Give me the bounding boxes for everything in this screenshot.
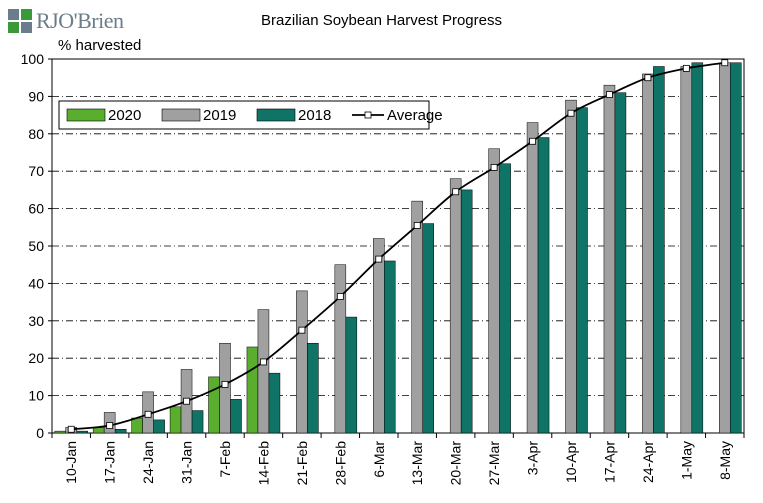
bar-2018	[614, 92, 627, 434]
x-tick-label: 20-Mar	[448, 441, 464, 486]
y-tick-label: 30	[28, 313, 44, 329]
average-point	[567, 109, 575, 117]
bar-2020	[246, 346, 259, 434]
bar-2019	[219, 342, 231, 434]
average-point	[260, 358, 267, 366]
average-point	[298, 326, 306, 334]
x-tick-label: 8-May	[717, 441, 733, 480]
bar-2020	[54, 430, 66, 434]
bar-2018	[422, 223, 434, 434]
y-tick-label: 100	[21, 51, 45, 67]
average-point	[106, 422, 114, 429]
bar-2018	[576, 107, 588, 434]
x-tick-label: 3-Apr	[525, 441, 541, 476]
average-point	[375, 255, 383, 263]
bar-2018	[730, 62, 742, 434]
y-tick-label: 80	[28, 126, 44, 142]
average-point	[490, 164, 498, 171]
x-tick-label: 17-Apr	[601, 441, 617, 483]
chart-title: Brazilian Soybean Harvest Progress	[261, 12, 502, 29]
bar-2018	[114, 429, 127, 434]
x-tick-label: 14-Feb	[255, 441, 271, 486]
average-point	[452, 188, 460, 196]
legend-swatch-2019	[161, 108, 201, 122]
x-tick-label: 28-Feb	[332, 441, 348, 486]
bar-2018	[153, 419, 165, 434]
bar-2018	[537, 137, 550, 434]
bar-2019	[642, 73, 654, 434]
legend-label: 2020	[108, 107, 141, 124]
bar-2019	[296, 290, 308, 434]
x-tick-label: 24-Jan	[140, 441, 156, 484]
x-tick-label: 31-Jan	[179, 441, 195, 484]
y-tick-label: 20	[28, 350, 44, 366]
y-tick-label: 60	[28, 201, 44, 217]
bar-2019	[680, 66, 693, 434]
y-tick-label: 10	[28, 388, 44, 404]
y-tick-label: 0	[36, 425, 44, 441]
legend-label: 2019	[203, 107, 236, 124]
average-point	[721, 59, 729, 67]
y-tick-label: 70	[28, 163, 44, 179]
y-tick-label: 50	[28, 238, 44, 254]
average-point	[529, 137, 536, 145]
average-point	[682, 64, 690, 72]
average-point	[606, 91, 613, 98]
bar-2018	[268, 372, 281, 434]
x-tick-label: 1-May	[678, 441, 694, 480]
y-tick-label: 40	[28, 275, 44, 291]
bar-2019	[603, 84, 616, 434]
legend-marker-average	[364, 111, 372, 119]
bar-2018	[307, 342, 319, 434]
legend-swatch-2018	[256, 108, 296, 122]
x-tick-label: 10-Jan	[63, 441, 79, 484]
average-point	[221, 380, 229, 388]
average-point	[336, 293, 344, 300]
x-tick-label: 13-Mar	[409, 441, 425, 486]
bar-2019	[526, 122, 539, 434]
bar-2018	[230, 399, 242, 434]
bar-2020	[208, 376, 220, 434]
bar-2019	[488, 148, 500, 434]
bar-2019	[411, 200, 423, 434]
bar-2018	[653, 66, 665, 434]
bar-2019	[449, 178, 462, 434]
average-point	[67, 425, 75, 433]
legend-label: Average	[387, 107, 443, 124]
x-tick-label: 6-Mar	[371, 441, 387, 478]
x-tick-label: 17-Jan	[102, 441, 118, 484]
legend-label: 2018	[298, 107, 331, 124]
logo-text: RJO'Brien	[36, 8, 124, 33]
bar-2018	[691, 62, 704, 434]
bar-2019	[719, 62, 731, 434]
bar-2019	[565, 99, 577, 434]
bar-2019	[373, 238, 385, 434]
bar-2018	[460, 189, 473, 434]
bar-2018	[191, 410, 204, 434]
legend-swatch-2020	[66, 108, 106, 122]
x-tick-label: 21-Feb	[294, 441, 310, 486]
logo-mark-icon	[8, 9, 32, 33]
average-point	[644, 74, 652, 82]
bar-2019	[334, 264, 347, 434]
y-axis-label: % harvested	[58, 37, 142, 54]
x-tick-label: 27-Mar	[486, 441, 502, 486]
average-point	[183, 397, 190, 405]
bar-2018	[384, 260, 396, 434]
bar-2020	[169, 406, 182, 434]
bar-2018	[76, 430, 88, 434]
average-point	[144, 410, 152, 418]
bar-2018	[499, 163, 511, 434]
bar-2019	[257, 309, 270, 434]
y-tick-label: 90	[28, 88, 44, 104]
x-tick-label: 24-Apr	[640, 441, 656, 483]
x-tick-label: 10-Apr	[563, 441, 579, 483]
bar-2020	[131, 417, 143, 434]
average-point	[413, 222, 421, 229]
x-tick-label: 7-Feb	[217, 441, 233, 478]
bar-2018	[345, 316, 358, 434]
brand-logo: RJO'Brien	[8, 6, 124, 36]
